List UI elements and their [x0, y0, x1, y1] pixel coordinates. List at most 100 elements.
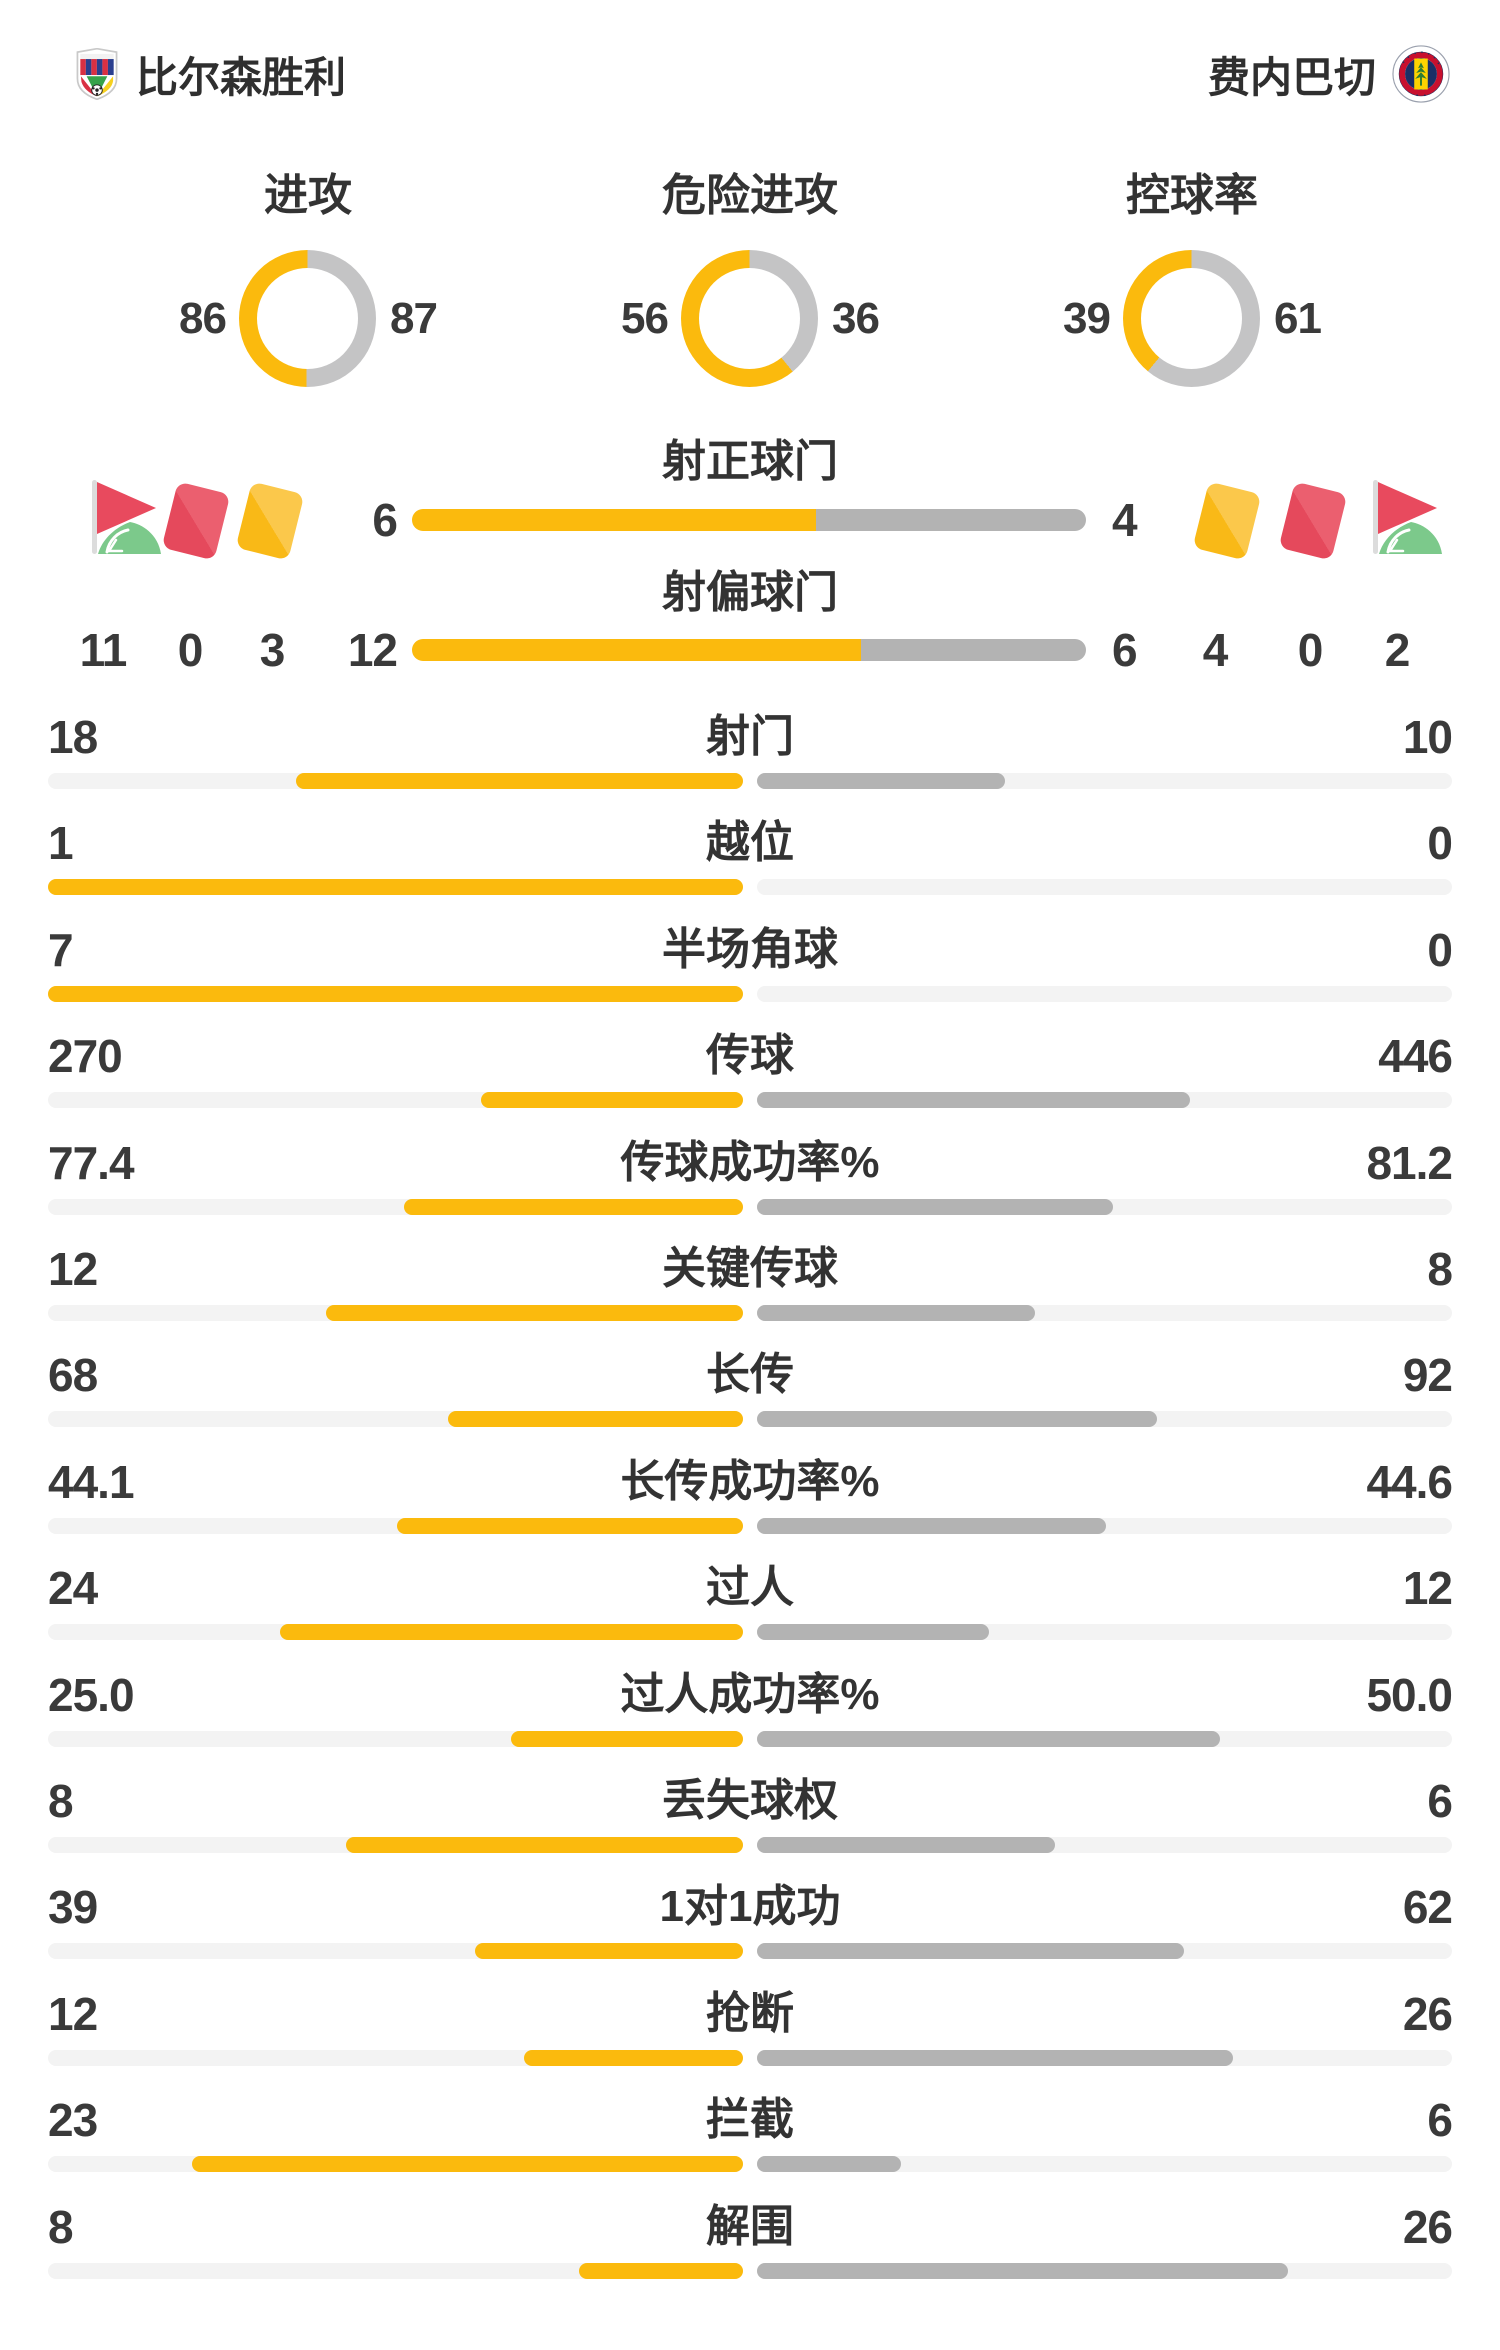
home-shots-on-target-bar [412, 509, 817, 531]
home-value: 12 [48, 1988, 98, 2040]
away-bar [757, 1199, 1113, 1215]
stat-row-shots: 18 射门 10 [0, 709, 1500, 801]
home-bar [48, 986, 743, 1002]
away-shots-off-target-bar [861, 639, 1086, 661]
away-shots-off-target-value: 6 [1112, 624, 1138, 676]
home-bar-track [48, 1092, 743, 1108]
away-value: 44.6 [1366, 1456, 1453, 1508]
home-value: 8 [48, 2201, 74, 2253]
away-value: 12 [1402, 1562, 1453, 1614]
away-dangerous-attacks-value: 36 [832, 293, 880, 343]
home-bar-track [48, 1731, 743, 1747]
away-value: 10 [1402, 711, 1453, 763]
home-bar [279, 1624, 743, 1640]
home-bar-track [48, 986, 743, 1002]
stat-label: 关键传球 [662, 1244, 838, 1293]
away-value: 0 [1427, 924, 1453, 976]
home-value: 39 [48, 1881, 98, 1933]
stat-label: 传球成功率% [620, 1138, 880, 1187]
donut-dangerous-attacks: 56 36 [580, 250, 920, 387]
away-value: 92 [1402, 1349, 1453, 1401]
away-bar [757, 773, 1006, 789]
stat-label: 传球 [706, 1031, 794, 1080]
away-bar-track [757, 1731, 1452, 1747]
home-value: 7 [48, 924, 74, 976]
away-corner-flag-icon [1373, 480, 1442, 554]
away-possession-value: 61 [1274, 293, 1322, 343]
stat-label: 长传 [706, 1350, 794, 1399]
away-value: 26 [1402, 1988, 1453, 2040]
home-bar [48, 879, 743, 895]
home-bar-track [48, 1837, 743, 1853]
away-bar-track [757, 1943, 1452, 1959]
away-bar-track [757, 1411, 1452, 1427]
away-bar [757, 1305, 1035, 1321]
stat-row-long-ball-accuracy: 44.1 长传成功率% 44.6 [0, 1454, 1500, 1546]
away-bar-track [757, 1305, 1452, 1321]
away-yellow-cards-value: 4 [1202, 624, 1229, 676]
stat-row-long-balls: 68 长传 92 [0, 1347, 1500, 1439]
home-value: 12 [48, 1243, 98, 1295]
away-bar [757, 2050, 1233, 2066]
away-bar [757, 1092, 1190, 1108]
away-value: 6 [1427, 2094, 1453, 2146]
donut-title-dangerous-attacks: 危险进攻 [662, 171, 838, 220]
home-yellow-cards-value: 3 [259, 624, 286, 676]
away-bar-track [757, 1199, 1452, 1215]
stat-label: 半场角球 [662, 925, 838, 974]
home-bar [296, 773, 743, 789]
home-shots-off-target-bar [412, 639, 862, 661]
stat-label: 越位 [706, 818, 794, 867]
dangerous-attacks-donut-ring [681, 250, 818, 387]
away-team-header: 费内巴切 [1208, 44, 1450, 104]
home-bar [191, 2156, 743, 2172]
away-bar-track [757, 2156, 1452, 2172]
away-bar [757, 1624, 989, 1640]
stat-row-clearances: 8 解围 26 [0, 2199, 1500, 2291]
home-shots-on-target-value: 6 [372, 494, 398, 546]
away-team-name: 费内巴切 [1207, 53, 1376, 101]
home-value: 1 [48, 817, 74, 869]
away-value: 446 [1378, 1030, 1453, 1082]
away-bar [757, 1731, 1221, 1747]
away-bar-track [757, 986, 1452, 1002]
stat-row-tackles: 12 抢断 26 [0, 1986, 1500, 2078]
home-red-card-icon [161, 481, 231, 561]
home-bar [447, 1411, 743, 1427]
home-shots-off-target-value: 12 [347, 624, 398, 676]
home-bar-track [48, 773, 743, 789]
away-attacks-value: 87 [390, 293, 438, 343]
shots-on-target-title: 射正球门 [662, 437, 838, 486]
home-bar [579, 2263, 743, 2279]
fenerbahce-crest-icon [1392, 45, 1450, 103]
shots-off-target-title: 射偏球门 [662, 568, 838, 617]
stat-label: 抢断 [706, 1989, 794, 2038]
home-bar [523, 2050, 743, 2066]
home-bar-track [48, 2050, 743, 2066]
possession-donut-ring [1123, 250, 1260, 387]
away-bar-track [757, 1092, 1452, 1108]
home-bar-track [48, 879, 743, 895]
donut-attacks: 86 87 [138, 250, 478, 387]
stat-label: 长传成功率% [620, 1457, 880, 1506]
away-bar-track [757, 773, 1452, 789]
stat-row-dribble-success: 25.0 过人成功率% 50.0 [0, 1667, 1500, 1759]
stat-row-dispossessed: 8 丢失球权 6 [0, 1773, 1500, 1865]
stat-row-key-passes: 12 关键传球 8 [0, 1241, 1500, 1333]
home-red-cards-value: 0 [177, 624, 204, 676]
home-bar-track [48, 1199, 743, 1215]
home-attacks-value: 86 [179, 293, 227, 343]
stat-label: 过人 [706, 1563, 794, 1612]
away-value: 8 [1427, 1243, 1453, 1295]
donut-possession: 39 61 [1022, 250, 1362, 387]
home-value: 270 [48, 1030, 123, 1082]
away-bar-track [757, 2050, 1452, 2066]
home-bar-track [48, 1943, 743, 1959]
stat-label: 射门 [706, 712, 794, 761]
home-bar [397, 1518, 743, 1534]
away-red-card-icon [1278, 481, 1348, 561]
home-value: 68 [48, 1349, 98, 1401]
shots-on-target-bar [412, 509, 1086, 531]
away-bar-track [757, 1624, 1452, 1640]
